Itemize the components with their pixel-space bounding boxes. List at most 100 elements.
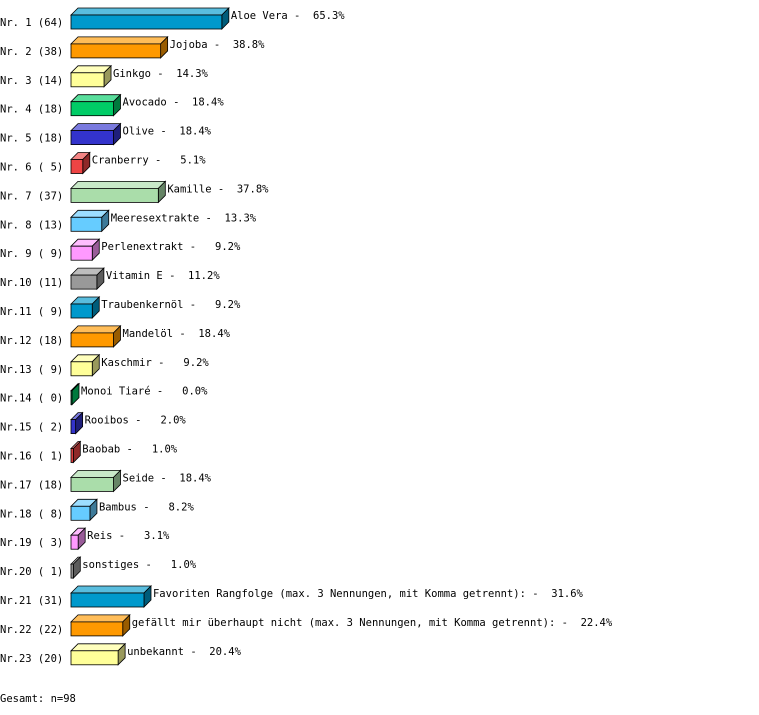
bar: [70, 390, 73, 406]
category-label: Nr.16 ( 1): [0, 451, 63, 463]
value-label: Perlenextrakt - 9.2%: [101, 241, 241, 253]
bar-row: Nr.15 ( 2) Rooibos - 2.0%: [0, 411, 187, 435]
category-label: Nr.22 (22): [0, 624, 63, 636]
category-label: Nr.18 ( 8): [0, 508, 63, 520]
bar: [70, 303, 93, 319]
value-label: Ginkgo - 14.3%: [113, 68, 209, 80]
bar-top: [70, 585, 152, 594]
value-label: Seide - 18.4%: [123, 472, 212, 484]
bar-row: Nr. 7 (37) Kamille - 37.8%: [0, 180, 269, 204]
value-label: sonstiges - 1.0%: [82, 559, 196, 571]
bar-row: Nr. 5 (18) Olive - 18.4%: [0, 122, 212, 146]
total-label: Gesamt: n=98: [0, 693, 76, 705]
value-label: Olive - 18.4%: [123, 126, 212, 138]
category-label: Nr. 7 (37): [0, 190, 63, 202]
bar: [70, 650, 119, 666]
category-label: Nr.17 (18): [0, 479, 63, 491]
value-label: Mandelöl - 18.4%: [123, 328, 231, 340]
bar-top: [70, 7, 230, 16]
category-label: Nr. 5 (18): [0, 133, 63, 145]
bar: [70, 534, 79, 550]
bar-row: Nr.14 ( 0) Monoi Tiaré - 0.0%: [0, 382, 208, 406]
bar-row: Nr.19 ( 3) Reis - 3.1%: [0, 527, 170, 551]
value-label: Avocado - 18.4%: [123, 97, 225, 109]
bar: [70, 216, 103, 232]
bar-row: Nr.16 ( 1) Baobab - 1.0%: [0, 440, 178, 464]
value-label: Vitamin E - 11.2%: [106, 270, 220, 282]
category-label: Nr.19 ( 3): [0, 537, 63, 549]
bar-row: Nr. 4 (18) Avocado - 18.4%: [0, 93, 225, 117]
value-label: Monoi Tiaré - 0.0%: [81, 386, 208, 398]
bar-top: [70, 469, 122, 478]
category-label: Nr.15 ( 2): [0, 422, 63, 434]
category-label: Nr. 9 ( 9): [0, 248, 63, 260]
bar: [70, 72, 105, 88]
category-label: Nr.21 (31): [0, 595, 63, 607]
bar: [70, 332, 114, 348]
value-label: Kaschmir - 9.2%: [101, 357, 209, 369]
category-label: Nr.12 (18): [0, 335, 63, 347]
bar-row: Nr.13 ( 9) Kaschmir - 9.2%: [0, 353, 209, 377]
category-label: Nr. 6 ( 5): [0, 162, 63, 174]
bar-top: [70, 325, 122, 334]
bar: [70, 159, 84, 174]
value-label: Reis - 3.1%: [87, 530, 170, 542]
category-label: Nr.10 (11): [0, 277, 63, 289]
category-label: Nr.20 ( 1): [0, 566, 63, 578]
category-label: Nr. 3 (14): [0, 75, 63, 87]
category-label: Nr. 1 (64): [0, 17, 63, 29]
bar-top: [70, 94, 122, 103]
bar-top: [70, 123, 122, 132]
category-label: Nr.11 ( 9): [0, 306, 63, 318]
bar-row: Nr.23 (20) unbekannt - 20.4%: [0, 642, 242, 666]
bar: [70, 563, 74, 579]
bar-side: [71, 382, 80, 406]
value-label: Bambus - 8.2%: [99, 501, 195, 513]
bar-row: Nr. 2 (38) Jojoba - 38.8%: [0, 35, 266, 59]
bar-top: [70, 180, 167, 189]
bar-row: Nr. 1 (64) Aloe Vera - 65.3%: [0, 7, 345, 30]
bar: [70, 245, 93, 261]
value-label: Rooibos - 2.0%: [85, 415, 187, 427]
bar: [70, 14, 223, 30]
value-label: Traubenkernöl - 9.2%: [101, 299, 241, 311]
bar: [70, 187, 159, 203]
bar-row: Nr.21 (31) Favoriten Rangfolge (max. 3 Ne…: [0, 585, 584, 608]
bar: [70, 592, 145, 608]
bar: [70, 476, 114, 492]
bar-row: Nr. 9 ( 9) Perlenextrakt - 9.2%: [0, 238, 241, 262]
bar-row: Nr.12 (18) Mandelöl - 18.4%: [0, 324, 231, 348]
bar-row: Nr.11 ( 9) Traubenkernöl - 9.2%: [0, 296, 241, 319]
bar-row: Nr.22 (22) gefällt mir überhaupt nicht (m…: [0, 613, 613, 637]
bar-row: Nr. 8 (13) Meeresextrakte - 13.3%: [0, 209, 257, 233]
category-label: Nr. 4 (18): [0, 104, 63, 116]
bar-row: Nr. 3 (14) Ginkgo - 14.3%: [0, 64, 209, 88]
bar: [70, 505, 91, 521]
value-label: Favoriten Rangfolge (max. 3 Nennungen, m…: [153, 588, 584, 600]
value-label: Baobab - 1.0%: [82, 444, 178, 456]
bar: [70, 101, 114, 117]
value-label: Kamille - 37.8%: [167, 183, 269, 195]
category-label: Nr.23 (20): [0, 653, 63, 665]
bar-top: [70, 614, 131, 623]
value-label: Jojoba - 38.8%: [170, 39, 266, 51]
bar: [70, 274, 98, 290]
bar: [70, 621, 124, 637]
bar-top: [70, 643, 127, 652]
bar-top: [70, 36, 169, 45]
category-label: Nr. 2 (38): [0, 46, 63, 58]
bar: [70, 361, 93, 377]
bar: [70, 43, 162, 59]
bar-row: Nr.18 ( 8) Bambus - 8.2%: [0, 498, 195, 522]
value-label: Meeresextrakte - 13.3%: [111, 212, 257, 224]
category-label: Nr.13 ( 9): [0, 364, 63, 376]
category-label: Nr.14 ( 0): [0, 393, 63, 405]
value-label: Aloe Vera - 65.3%: [231, 10, 345, 22]
value-label: Cranberry - 5.1%: [92, 155, 206, 167]
value-label: unbekannt - 20.4%: [127, 646, 241, 658]
category-label: Nr. 8 (13): [0, 219, 63, 231]
bar-row: Nr.17 (18) Seide - 18.4%: [0, 469, 212, 493]
bar-row: Nr. 6 ( 5) Cranberry - 5.1%: [0, 151, 206, 175]
bar: [70, 419, 77, 435]
